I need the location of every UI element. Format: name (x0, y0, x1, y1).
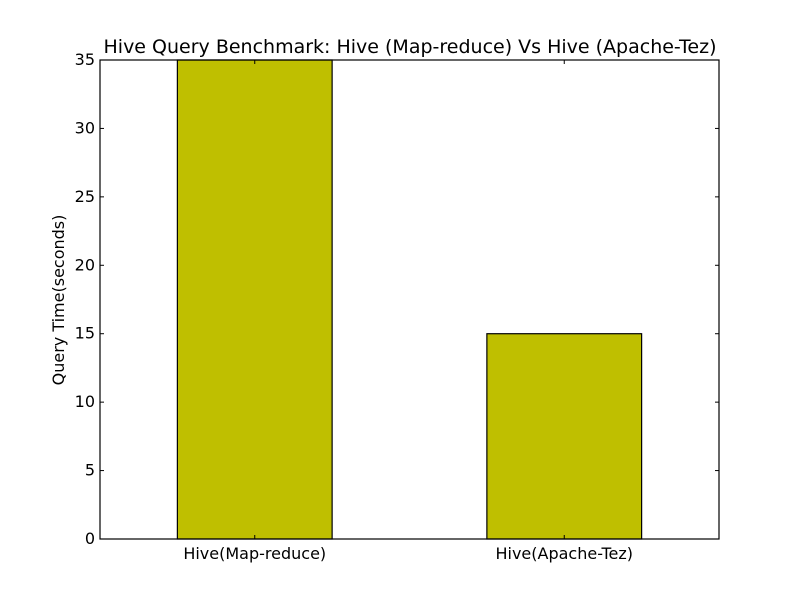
y-tick-label: 15 (75, 324, 95, 343)
bars-group (176, 59, 643, 540)
bar-0 (176, 59, 333, 540)
y-tick-label: 0 (85, 529, 95, 548)
bar-1 (486, 333, 643, 540)
y-tick-label: 10 (75, 392, 95, 411)
y-tick-label: 30 (75, 118, 95, 137)
y-tick-label: 25 (75, 187, 95, 206)
chart-title: Hive Query Benchmark: Hive (Map-reduce) … (104, 36, 717, 58)
x-tick-label: Hive(Apache-Tez) (495, 544, 633, 563)
y-tick-label: 20 (75, 255, 95, 274)
y-tick-label: 35 (75, 50, 95, 69)
plot-frame (99, 59, 720, 540)
y-axis-label: Query Time(seconds) (49, 215, 68, 386)
x-tick-label: Hive(Map-reduce) (183, 544, 326, 563)
x-axis-ticks: Hive(Map-reduce) Hive(Apache-Tez) (183, 60, 633, 563)
y-axis-ticks: 0 5 10 15 20 25 30 35 (75, 50, 719, 548)
y-tick-label: 5 (85, 461, 95, 480)
